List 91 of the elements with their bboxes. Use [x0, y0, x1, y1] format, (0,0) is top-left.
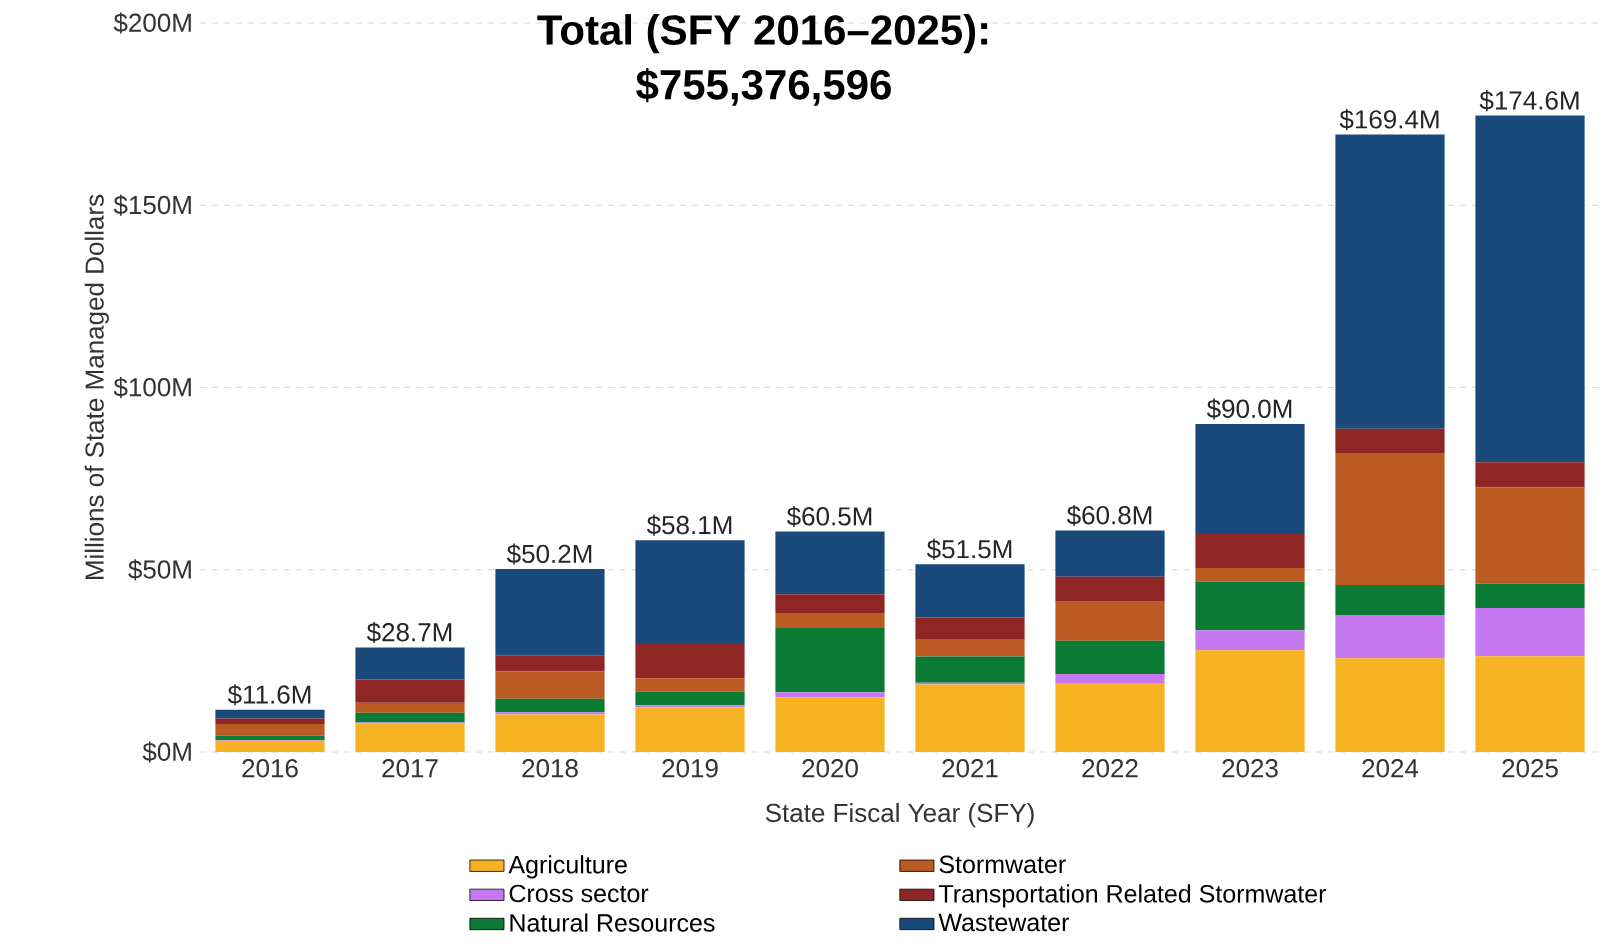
- total-label: $51.5M: [926, 538, 1012, 560]
- bar: [1475, 608, 1585, 657]
- bar: [1195, 630, 1305, 651]
- total-label: $11.6M: [227, 684, 311, 706]
- total-label: $60.5M: [786, 506, 872, 528]
- bar: [775, 627, 885, 693]
- bar: [355, 723, 465, 752]
- bar: [635, 678, 745, 692]
- bar: [1055, 674, 1165, 684]
- bar: [915, 564, 1025, 618]
- bar: [1335, 453, 1445, 586]
- y-tick-label: $50M: [128, 559, 191, 581]
- bar: [1335, 585, 1445, 615]
- text: $755,376,596: [636, 68, 891, 106]
- y-tick-label: $150M: [113, 194, 191, 216]
- bar: [775, 531, 885, 595]
- total-label: $174.6M: [1479, 90, 1579, 112]
- bar: [215, 709, 325, 719]
- legend-label: Agriculture: [508, 855, 627, 879]
- x-tick-label: 2025: [1502, 759, 1558, 778]
- bar: [1335, 428, 1445, 454]
- bar: [355, 679, 465, 703]
- bar: [355, 712, 465, 723]
- bar: [495, 698, 605, 713]
- bar: [775, 613, 885, 628]
- bar: [915, 684, 1025, 752]
- bar: [1055, 530, 1165, 577]
- bar: [215, 723, 325, 736]
- bar: [1195, 423, 1305, 535]
- bar: [635, 540, 745, 644]
- total-label: $60.8M: [1066, 504, 1152, 526]
- bar: [215, 718, 325, 724]
- bar: [1055, 601, 1165, 641]
- x-tick-label: 2018: [522, 759, 578, 778]
- bar: [355, 647, 465, 680]
- x-tick-label: 2023: [1222, 759, 1278, 778]
- bar: [1335, 658, 1445, 752]
- bar: [1475, 583, 1585, 609]
- x-tick-label: 2016: [242, 759, 298, 778]
- bar: [215, 735, 325, 740]
- bar: [495, 655, 605, 672]
- bar: [775, 692, 885, 698]
- bar: [1055, 683, 1165, 752]
- bar: [495, 712, 605, 715]
- bar: [1195, 650, 1305, 752]
- total-label: $50.2M: [506, 543, 592, 565]
- bar: [215, 740, 325, 752]
- y-tick-label: $200M: [113, 12, 191, 34]
- bar: [1475, 115, 1585, 463]
- x-tick-label: 2021: [942, 759, 998, 778]
- x-tick-label: 2020: [802, 759, 858, 778]
- bar: [1195, 534, 1305, 568]
- total-label: $58.1M: [646, 514, 732, 536]
- bar: [915, 617, 1025, 640]
- bar: [775, 697, 885, 752]
- y-tick-label: $100M: [113, 376, 191, 399]
- bar: [1475, 656, 1585, 752]
- bar: [915, 656, 1025, 683]
- total-label: $169.4M: [1339, 109, 1439, 131]
- bar: [635, 643, 745, 679]
- legend-label: Transportation Related Stormwater: [938, 884, 1327, 908]
- bar: [1055, 640, 1165, 674]
- x-tick-label: 2019: [662, 759, 718, 778]
- legend-label: Stormwater: [939, 855, 1066, 874]
- legend-label: Cross sector: [509, 884, 649, 903]
- bar: [635, 707, 745, 752]
- bar: [1335, 614, 1445, 659]
- bar: [495, 714, 605, 752]
- bar: [1475, 487, 1585, 584]
- bar: [1195, 567, 1305, 582]
- bar: [1195, 581, 1305, 631]
- y-axis-title: Millions of State Managed Dollars: [84, 194, 109, 580]
- chart-title: Total (SFY 2016–2025):: [537, 14, 988, 54]
- legend-label: Natural Resources: [510, 913, 715, 932]
- x-tick-label: 2017: [382, 759, 438, 778]
- bar: [1055, 576, 1165, 602]
- x-tick-label: 2022: [1082, 759, 1138, 778]
- bar: [1335, 134, 1445, 429]
- legend-label: Wastewater: [938, 913, 1070, 932]
- x-tick-label: 2024: [1362, 759, 1419, 778]
- total-label: $90.0M: [1206, 398, 1292, 420]
- bar: [1475, 462, 1585, 488]
- y-tick-label: $0M: [142, 741, 191, 763]
- x-axis-title: State Fiscal Year (SFY): [765, 803, 1034, 828]
- bar: [355, 702, 465, 713]
- total-label: $28.7M: [366, 621, 452, 643]
- bar: [775, 594, 885, 614]
- bar: [495, 671, 605, 699]
- bar: [635, 691, 745, 706]
- bar: [495, 569, 605, 656]
- bar: [915, 639, 1025, 657]
